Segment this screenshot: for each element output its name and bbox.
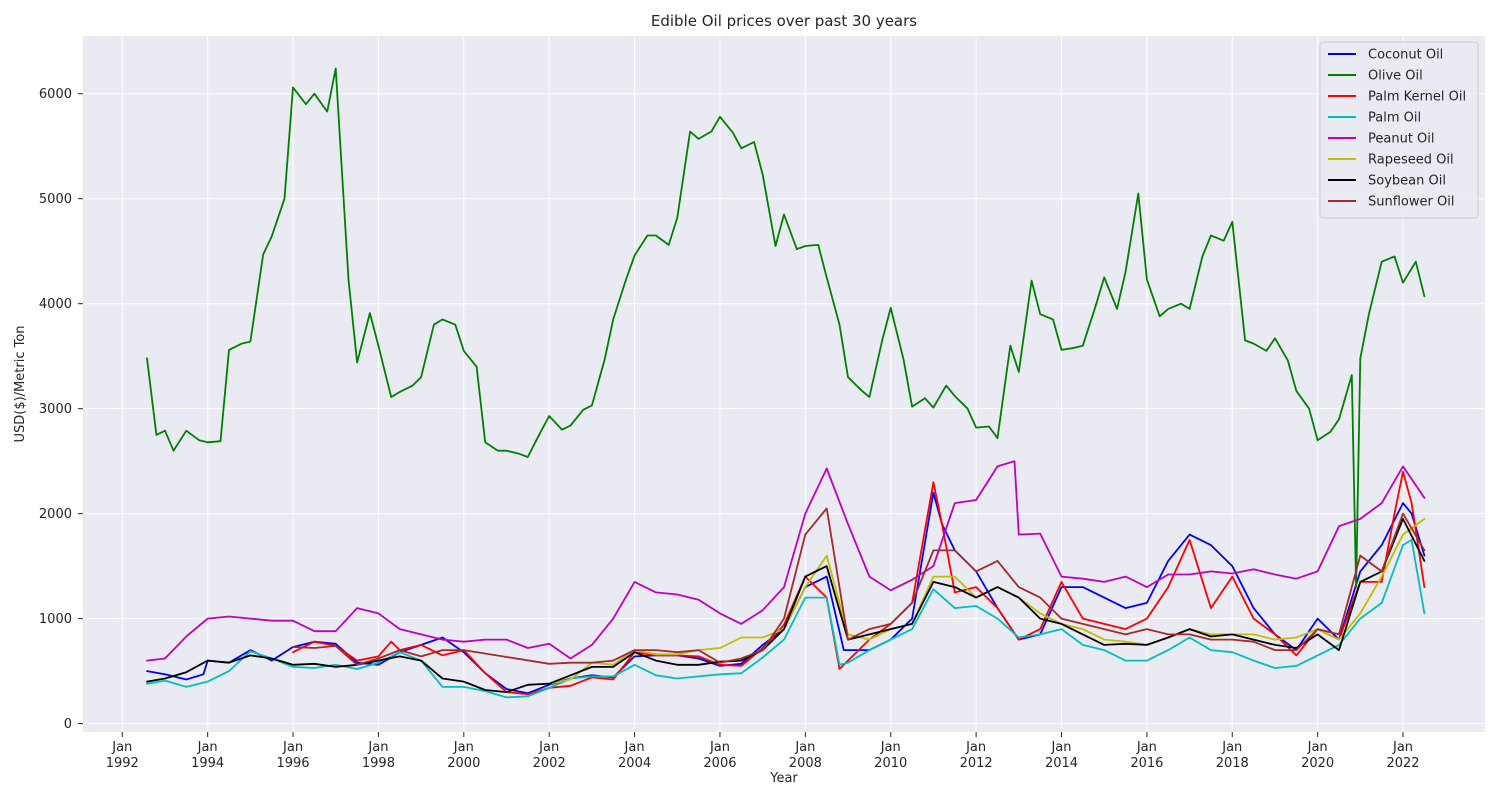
x-tick-label: 1992	[106, 756, 139, 771]
y-tick-label: 4000	[39, 297, 72, 312]
x-tick-label: 2006	[703, 756, 736, 771]
series-layer	[146, 67, 1426, 699]
grid-layer	[83, 36, 1485, 732]
x-tick-label: Jan	[1221, 740, 1242, 755]
x-tick-label: Jan	[1050, 740, 1071, 755]
x-tick-label: 2014	[1045, 756, 1078, 771]
legend-label-coconut-oil: Coconut Oil	[1368, 48, 1443, 63]
x-tick-label: 1998	[362, 756, 395, 771]
x-axis-label: Year	[769, 771, 798, 786]
chart-title: Edible Oil prices over past 30 years	[651, 12, 917, 30]
legend-label-palm-kernel-oil: Palm Kernel Oil	[1368, 90, 1466, 105]
x-tick-label: Jan	[538, 740, 559, 755]
x-tick-label: Jan	[111, 740, 132, 755]
legend-label-peanut-oil: Peanut Oil	[1368, 132, 1435, 147]
series-line-peanut-oil	[146, 460, 1426, 662]
x-tick-label: 2008	[789, 756, 822, 771]
x-tick-label: 2022	[1386, 756, 1419, 771]
x-tick-label: Jan	[880, 740, 901, 755]
y-axis-label: USD($)/Metric Ton	[13, 325, 28, 442]
x-tick-label: Jan	[453, 740, 474, 755]
legend-label-sunflower-oil: Sunflower Oil	[1368, 195, 1454, 210]
x-tick-label: Jan	[794, 740, 815, 755]
y-tick-label: 6000	[39, 87, 72, 102]
legend-label-palm-oil: Palm Oil	[1368, 111, 1421, 126]
series-line-sunflower-oil	[292, 507, 1426, 666]
x-tick-label: 2018	[1216, 756, 1249, 771]
legend-label-rapeseed-oil: Rapeseed Oil	[1368, 153, 1454, 168]
x-tick-label: 2002	[533, 756, 566, 771]
y-tick-label: 3000	[39, 402, 72, 417]
x-tick-label: 2012	[960, 756, 993, 771]
y-tick-label: 1000	[39, 612, 72, 627]
x-tick-label: 2010	[874, 756, 907, 771]
x-tick-label: Jan	[1307, 740, 1328, 755]
legend-label-olive-oil: Olive Oil	[1368, 69, 1423, 84]
x-tick-label: Jan	[709, 740, 730, 755]
x-tick-label: 1994	[191, 756, 224, 771]
x-tick-label: 2016	[1130, 756, 1163, 771]
x-tick-label: 2020	[1301, 756, 1334, 771]
legend-label-soybean-oil: Soybean Oil	[1368, 174, 1446, 189]
legend: Coconut Oil Olive Oil Palm Kernel Oil Palm …	[1319, 41, 1479, 219]
series-line-palm-oil	[146, 539, 1426, 699]
x-tick-label: Jan	[367, 740, 388, 755]
y-tick-label: 0	[64, 717, 72, 732]
x-tick-label: Jan	[282, 740, 303, 755]
x-tick-label: Jan	[1392, 740, 1413, 755]
x-tick-label: Jan	[1136, 740, 1157, 755]
x-tick-label: 1996	[276, 756, 309, 771]
y-tick-label: 5000	[39, 192, 72, 207]
legend-frame	[1319, 41, 1479, 219]
x-tick-label: Jan	[197, 740, 218, 755]
y-tick-label: 2000	[39, 507, 72, 522]
tick-layer: Jan1992Jan1994Jan1996Jan1998Jan2000Jan20…	[39, 87, 1420, 771]
x-tick-label: Jan	[624, 740, 645, 755]
x-tick-label: 2000	[447, 756, 480, 771]
x-tick-label: 2004	[618, 756, 651, 771]
x-tick-label: Jan	[965, 740, 986, 755]
series-line-olive-oil	[146, 67, 1426, 588]
